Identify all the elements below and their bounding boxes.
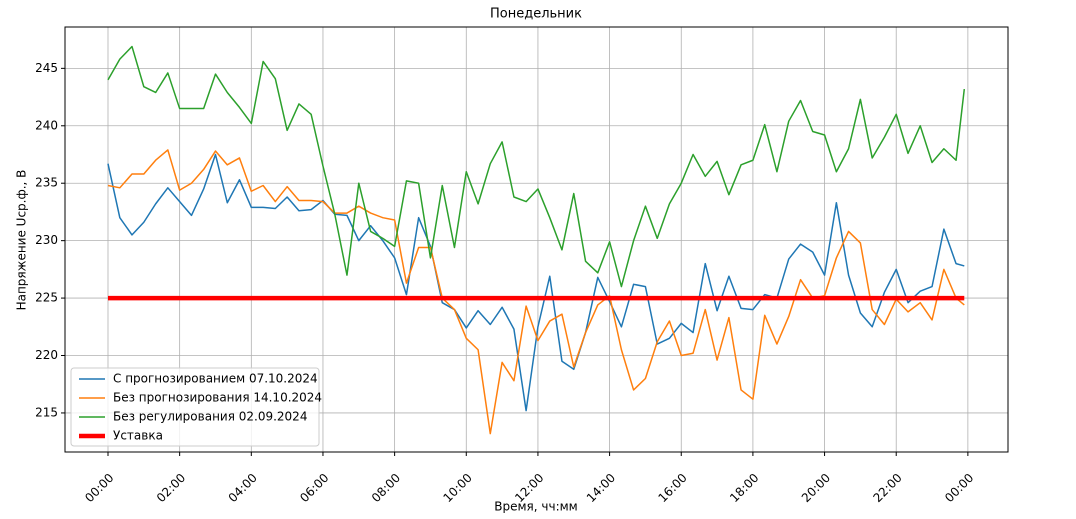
x-tick-label: 04:00 [226, 471, 260, 505]
legend-label: Уставка [113, 429, 163, 443]
legend-label: Без регулирования 02.09.2024 [113, 410, 307, 424]
series-line [107, 149, 965, 435]
x-axis-label: Время, чч:мм [494, 500, 577, 514]
x-tick-label: 18:00 [727, 471, 761, 505]
x-tick-label: 14:00 [584, 471, 618, 505]
series-line [107, 45, 966, 288]
y-tick-label: 235 [35, 176, 58, 190]
x-tick-label: 22:00 [870, 471, 904, 505]
x-tick-label: 06:00 [297, 471, 331, 505]
x-tick-label: 00:00 [82, 471, 116, 505]
x-tick-label: 02:00 [154, 471, 188, 505]
y-axis-label: Напряжение Uср.ф., В [15, 170, 29, 311]
y-tick-label: 240 [35, 118, 58, 132]
plot-frame [64, 26, 1009, 453]
x-tick-label: 20:00 [799, 471, 833, 505]
x-tick-label: 10:00 [441, 471, 475, 505]
y-tick-label: 245 [35, 61, 58, 75]
legend-box [70, 367, 320, 447]
series-line [107, 153, 965, 412]
x-tick-label: 08:00 [369, 471, 403, 505]
x-tick-label: 16:00 [655, 471, 689, 505]
y-tick-label: 220 [35, 348, 58, 362]
y-tick-label: 230 [35, 233, 58, 247]
legend-label: Без прогнозирования 14.10.2024 [113, 391, 322, 405]
legend-label: С прогнозированием 07.10.2024 [113, 372, 318, 386]
y-tick-label: 215 [35, 405, 58, 419]
y-tick-label: 225 [35, 291, 58, 305]
chart-title: Понедельник [490, 7, 582, 22]
x-tick-label: 00:00 [942, 471, 976, 505]
